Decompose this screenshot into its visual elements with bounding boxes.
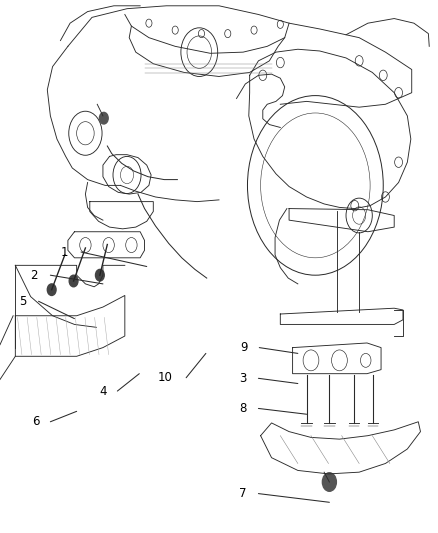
Text: 10: 10 — [158, 372, 173, 384]
Text: 5: 5 — [19, 295, 26, 308]
Text: 2: 2 — [30, 269, 37, 281]
Circle shape — [69, 275, 78, 287]
Text: 3: 3 — [239, 372, 247, 385]
Circle shape — [99, 112, 108, 124]
Text: 9: 9 — [240, 341, 247, 354]
Text: 1: 1 — [60, 246, 68, 259]
Text: 7: 7 — [239, 487, 247, 500]
Text: 4: 4 — [100, 385, 107, 398]
Circle shape — [322, 473, 336, 491]
Text: 6: 6 — [32, 415, 39, 428]
Circle shape — [47, 284, 56, 295]
Text: 8: 8 — [239, 402, 247, 415]
Circle shape — [95, 269, 104, 281]
